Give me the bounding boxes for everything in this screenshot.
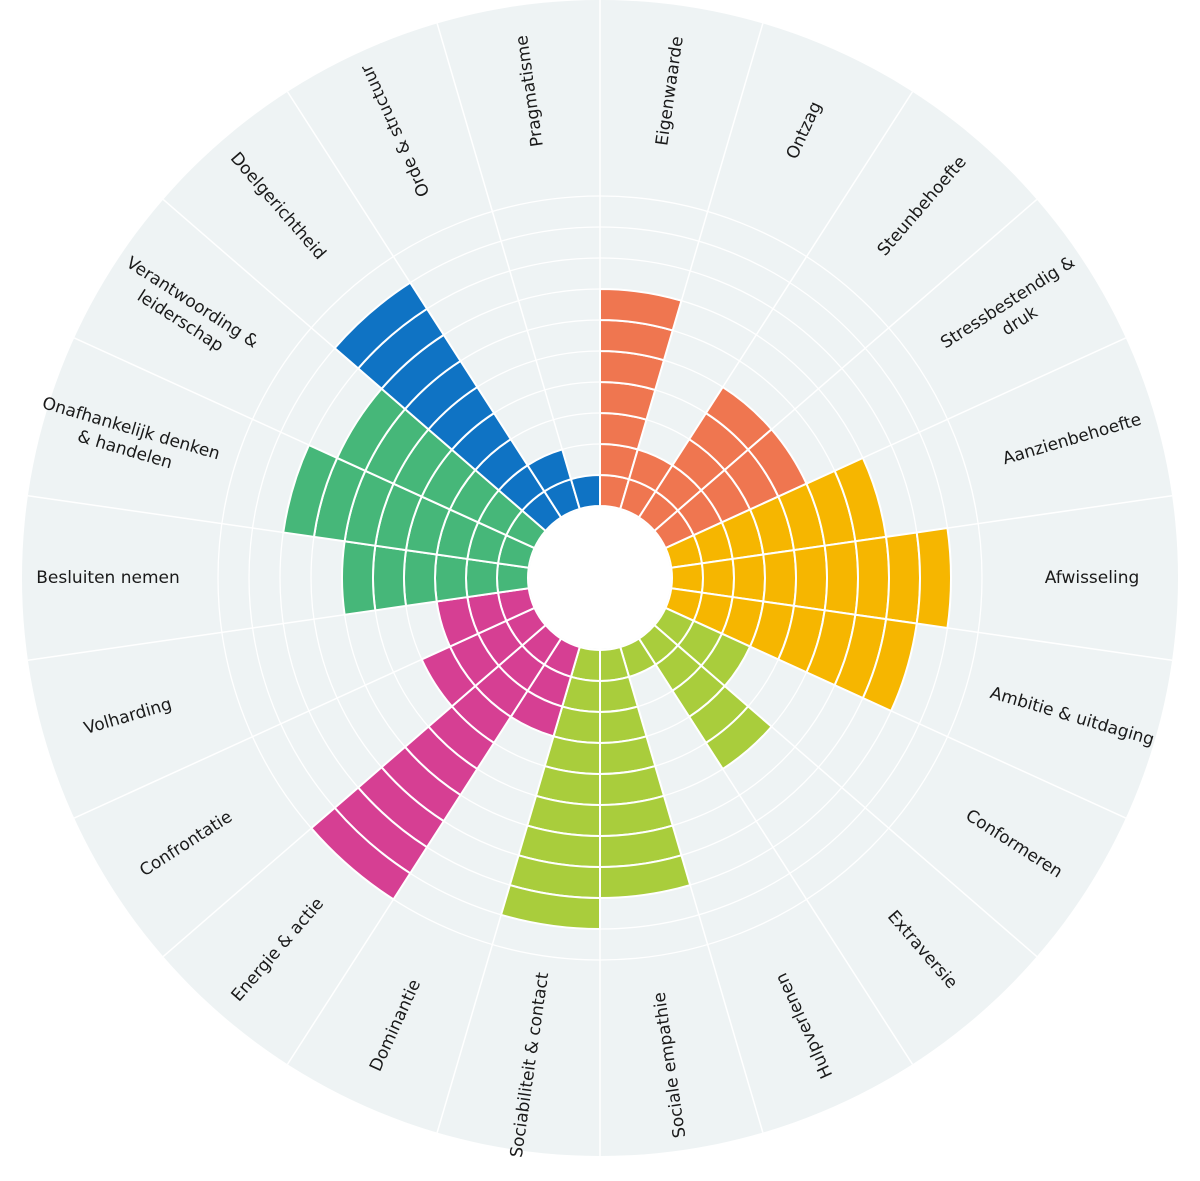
- bar: [664, 456, 888, 569]
- bar-segment: [464, 557, 500, 599]
- bar: [569, 473, 601, 511]
- bar-segment: [861, 617, 918, 713]
- bar: [509, 637, 581, 738]
- bar-layer: [282, 281, 952, 931]
- bar-segment: [371, 544, 408, 612]
- category-label-line: Afwisseling: [1045, 568, 1140, 588]
- bar-segment: [700, 557, 736, 599]
- grid-radial-line: [436, 23, 581, 510]
- bar: [637, 385, 773, 533]
- center-hole: [529, 507, 671, 649]
- bar-segment: [434, 553, 469, 603]
- bar: [599, 287, 683, 511]
- bar-segment: [333, 281, 429, 370]
- bar-segment: [823, 540, 859, 616]
- bar-segment: [341, 540, 377, 616]
- bar: [637, 623, 773, 771]
- bar: [499, 645, 601, 931]
- bar-segment: [884, 531, 921, 625]
- bar-segment: [309, 806, 412, 901]
- bar-segment: [599, 287, 683, 332]
- bar: [333, 281, 563, 533]
- bar: [341, 540, 530, 616]
- bar: [282, 443, 536, 569]
- category-label: Afwisseling: [1045, 568, 1140, 588]
- bar-segment: [282, 443, 339, 539]
- category-label: Besluiten nemen: [36, 568, 180, 588]
- bar-segment: [792, 544, 829, 612]
- bar-segment: [704, 704, 773, 771]
- bar-segment: [499, 883, 601, 931]
- bar: [664, 587, 918, 713]
- bar-segment: [403, 548, 438, 608]
- bar-segment: [731, 553, 766, 603]
- bar-segment: [915, 526, 952, 630]
- category-label-line: Besluiten nemen: [36, 568, 180, 588]
- bar-segment: [762, 548, 797, 608]
- bar: [599, 645, 692, 900]
- bar-segment: [854, 535, 891, 621]
- bar-segment: [569, 473, 601, 511]
- bar: [652, 427, 808, 550]
